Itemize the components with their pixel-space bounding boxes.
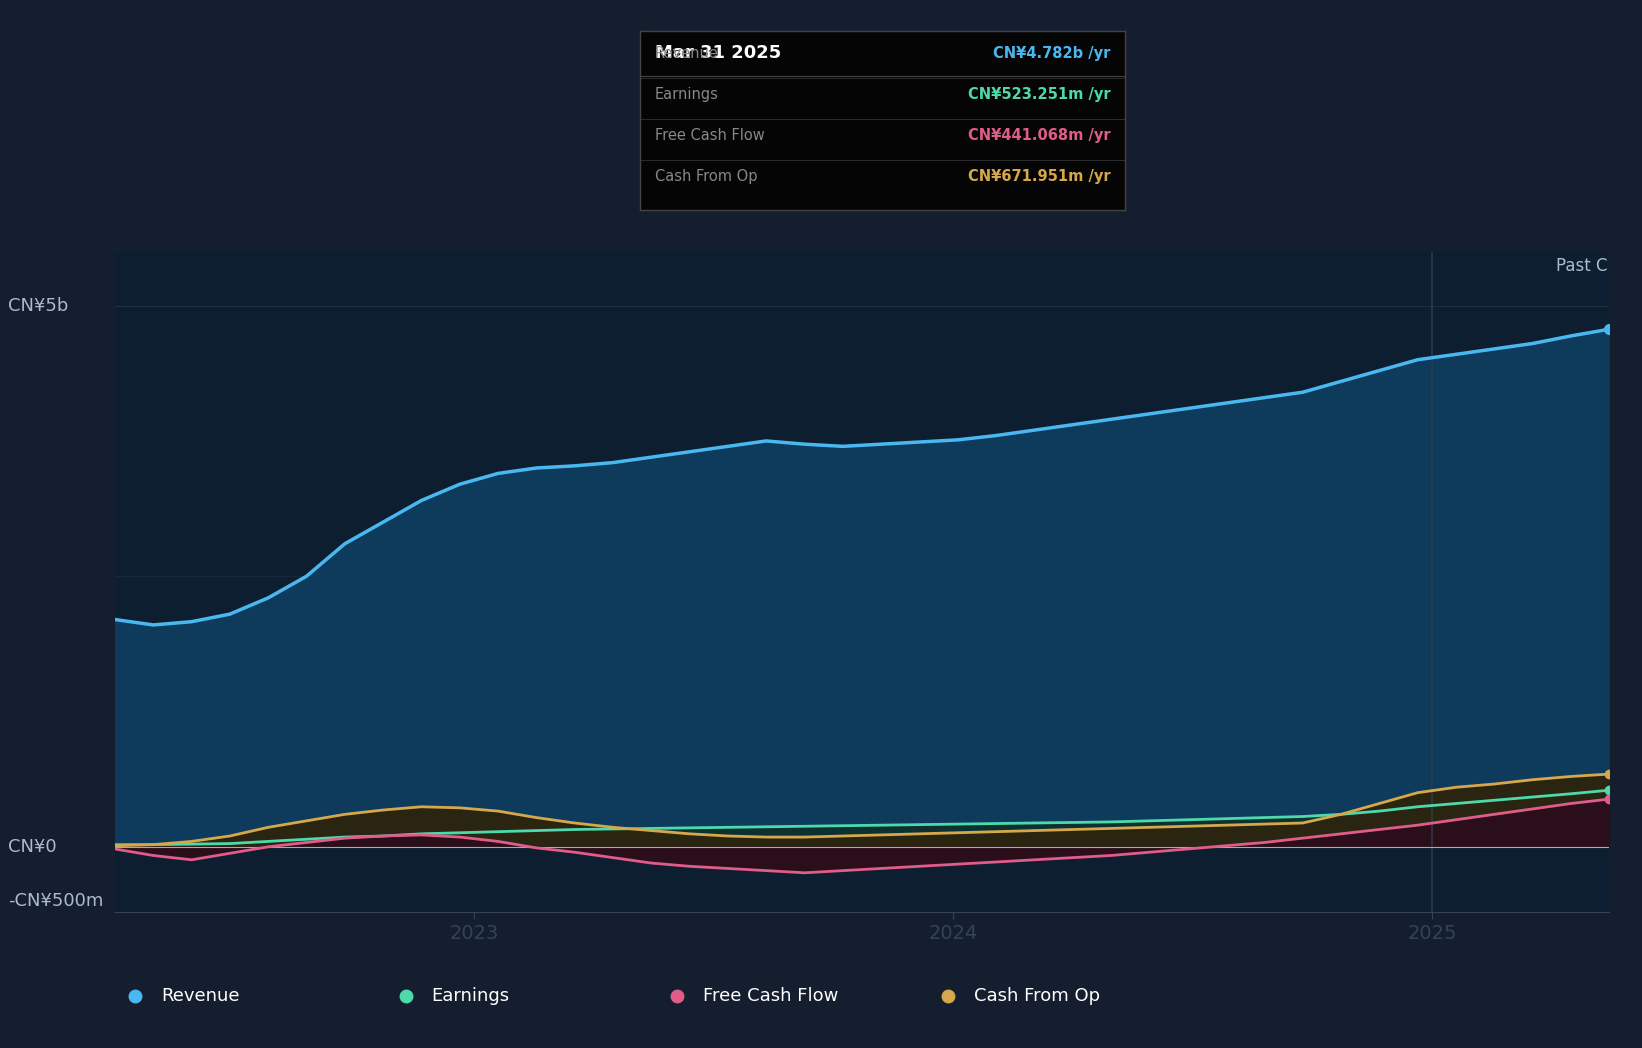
Text: -CN¥500m: -CN¥500m xyxy=(8,892,103,910)
Text: Free Cash Flow: Free Cash Flow xyxy=(703,986,837,1005)
Text: Revenue: Revenue xyxy=(161,986,240,1005)
Text: Earnings: Earnings xyxy=(432,986,509,1005)
Text: Cash From Op: Cash From Op xyxy=(655,169,757,183)
Text: Free Cash Flow: Free Cash Flow xyxy=(655,128,765,143)
Text: Past C: Past C xyxy=(1557,257,1608,275)
Text: CN¥4.782b /yr: CN¥4.782b /yr xyxy=(993,46,1110,61)
Text: CN¥523.251m /yr: CN¥523.251m /yr xyxy=(967,87,1110,102)
Text: Revenue: Revenue xyxy=(655,46,719,61)
Text: Cash From Op: Cash From Op xyxy=(974,986,1100,1005)
Text: Earnings: Earnings xyxy=(655,87,719,102)
Text: Mar 31 2025: Mar 31 2025 xyxy=(655,44,782,62)
Text: CN¥671.951m /yr: CN¥671.951m /yr xyxy=(967,169,1110,183)
Text: CN¥441.068m /yr: CN¥441.068m /yr xyxy=(967,128,1110,143)
Text: CN¥5b: CN¥5b xyxy=(8,297,69,314)
Text: CN¥0: CN¥0 xyxy=(8,837,57,856)
